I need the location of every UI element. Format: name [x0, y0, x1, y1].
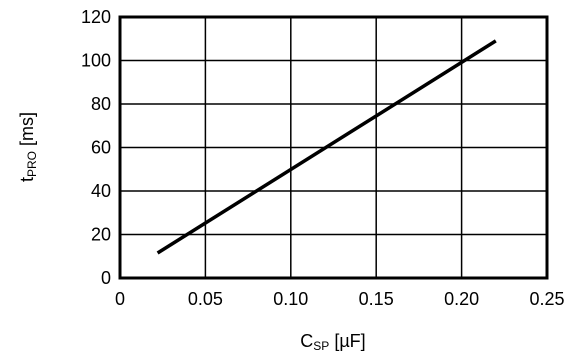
- y-tick-label: 80: [91, 94, 111, 114]
- grid: [120, 17, 547, 278]
- y-tick-label: 20: [91, 225, 111, 245]
- x-axis-label: CSP [µF]: [300, 331, 365, 353]
- y-tick-labels: 0 20 40 60 80 100 120: [81, 7, 111, 288]
- series-layer: [156, 39, 497, 255]
- x-tick-label: 0.10: [273, 289, 308, 309]
- y-tick-label: 0: [101, 268, 111, 288]
- y-tick-label: 60: [91, 138, 111, 158]
- plot-frame: [118, 15, 549, 280]
- x-tick-label: 0.25: [529, 289, 564, 309]
- y-tick-label: 120: [81, 7, 111, 27]
- y-axis-label: tPRO [ms]: [17, 112, 39, 182]
- x-tick-label: 0.20: [444, 289, 479, 309]
- x-tick-label: 0.05: [188, 289, 223, 309]
- x-tick-labels: 0 0.05 0.10 0.15 0.20 0.25: [115, 289, 565, 309]
- series-line: [156, 39, 497, 255]
- x-tick-label: 0.15: [359, 289, 394, 309]
- y-tick-label: 100: [81, 51, 111, 71]
- x-tick-label: 0: [115, 289, 125, 309]
- y-tick-label: 40: [91, 181, 111, 201]
